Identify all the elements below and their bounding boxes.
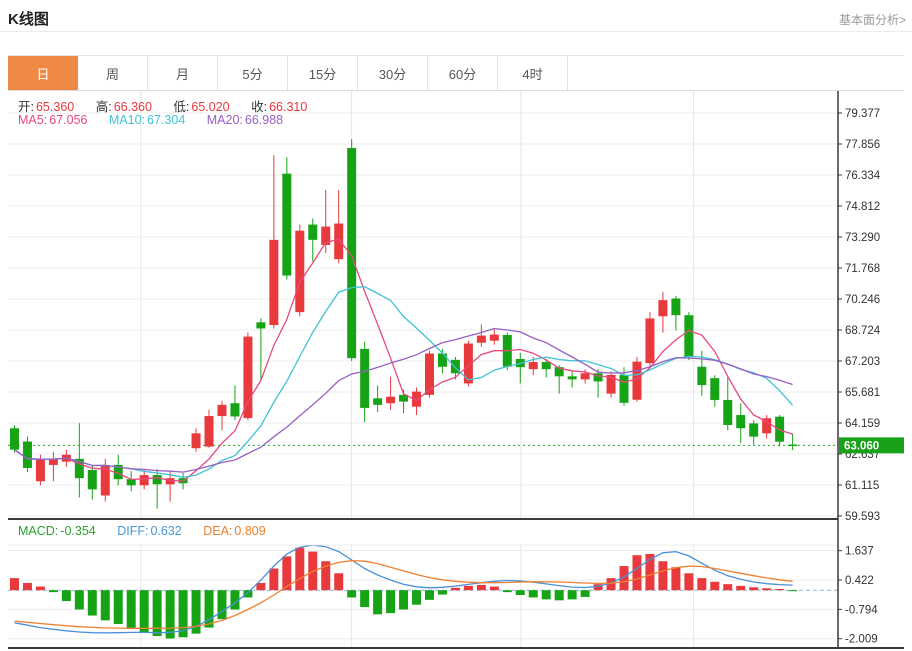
svg-text:67.203: 67.203	[845, 356, 880, 368]
ma20-label: MA20:	[206, 113, 243, 127]
ma20-value: 66.988	[244, 113, 284, 127]
close-label: 收:	[251, 100, 268, 114]
svg-text:-2.009: -2.009	[845, 634, 878, 646]
tab-30分[interactable]: 30分	[358, 56, 428, 90]
open-value: 65.360	[35, 100, 75, 114]
tab-4时[interactable]: 4时	[498, 56, 568, 90]
svg-text:68.724: 68.724	[845, 325, 881, 337]
ma5-line	[14, 238, 793, 482]
ma10-label: MA10:	[108, 113, 146, 127]
svg-text:0.422: 0.422	[845, 575, 874, 587]
interval-tabbar: 日周月 5分 15分 30分 60分 4时	[8, 55, 904, 91]
svg-text:-0.794: -0.794	[845, 604, 878, 616]
fundamental-analysis-link[interactable]: 基本面分析>	[838, 13, 906, 27]
svg-text:79.377: 79.377	[845, 108, 880, 120]
svg-text:76.334: 76.334	[845, 170, 881, 182]
svg-text:74.812: 74.812	[845, 201, 880, 213]
open-label: 开:	[18, 100, 34, 114]
svg-text:1.637: 1.637	[845, 546, 874, 558]
gridlines	[8, 91, 838, 648]
svg-text:59.593: 59.593	[845, 511, 880, 523]
macd-label: MACD:	[18, 524, 59, 538]
tab-日[interactable]: 日	[8, 56, 78, 90]
tab-周[interactable]: 周	[78, 56, 148, 90]
macd-diff-line	[14, 544, 793, 634]
macd-value: -0.354	[60, 524, 96, 538]
svg-text:73.290: 73.290	[845, 232, 880, 244]
current-price-badge: 63.060	[839, 437, 904, 454]
dea-value: 0.809	[234, 524, 266, 538]
macd-histogram	[9, 547, 798, 639]
candles	[9, 139, 798, 509]
low-value: 65.020	[191, 100, 230, 114]
page-header: K线图 基本面分析>	[0, 0, 912, 32]
low-label: 低:	[173, 100, 190, 114]
ma20-line	[14, 327, 793, 473]
page-title: K线图	[8, 11, 49, 28]
diff-value: 0.632	[150, 524, 182, 538]
macd-axis-labels: 1.637 0.422 -0.794 -2.009	[838, 546, 878, 646]
ma5-value: 67.056	[49, 113, 88, 127]
ma-row: MA5: 67.056 MA10: 67.304 MA20: 66.988	[18, 113, 285, 127]
axes	[8, 91, 904, 649]
tab-15分[interactable]: 15分	[288, 56, 358, 90]
ohlc-row: 开: 65.360 高: 66.360 低: 65.020 收: 66.310	[18, 96, 309, 115]
close-value: 66.310	[269, 100, 308, 114]
svg-text:77.856: 77.856	[845, 139, 880, 151]
dea-label: DEA:	[203, 524, 233, 538]
ma10-line	[14, 286, 794, 478]
price-axis-labels: 79.377 77.856 76.334 74.812 73.290 71.768 70.2…	[838, 108, 881, 523]
tab-月[interactable]: 月	[148, 56, 218, 90]
macd-row: MACD: -0.354 DIFF: 0.632 DEA: 0.809	[18, 524, 268, 538]
svg-text:61.115: 61.115	[845, 480, 879, 492]
high-label: 高:	[95, 100, 112, 114]
tab-5分[interactable]: 5分	[218, 56, 288, 90]
ma5-label: MA5:	[18, 113, 48, 127]
tab-60分[interactable]: 60分	[428, 56, 498, 90]
high-value: 66.360	[113, 100, 152, 114]
svg-text:65.681: 65.681	[845, 387, 880, 399]
macd-dea-line	[14, 560, 793, 629]
ma10-value: 67.304	[147, 113, 186, 127]
svg-text:70.246: 70.246	[845, 294, 880, 306]
svg-text:71.768: 71.768	[845, 263, 880, 275]
svg-text:64.159: 64.159	[845, 418, 880, 430]
diff-label: DIFF:	[117, 524, 149, 538]
svg-text:63.060: 63.060	[844, 440, 879, 452]
